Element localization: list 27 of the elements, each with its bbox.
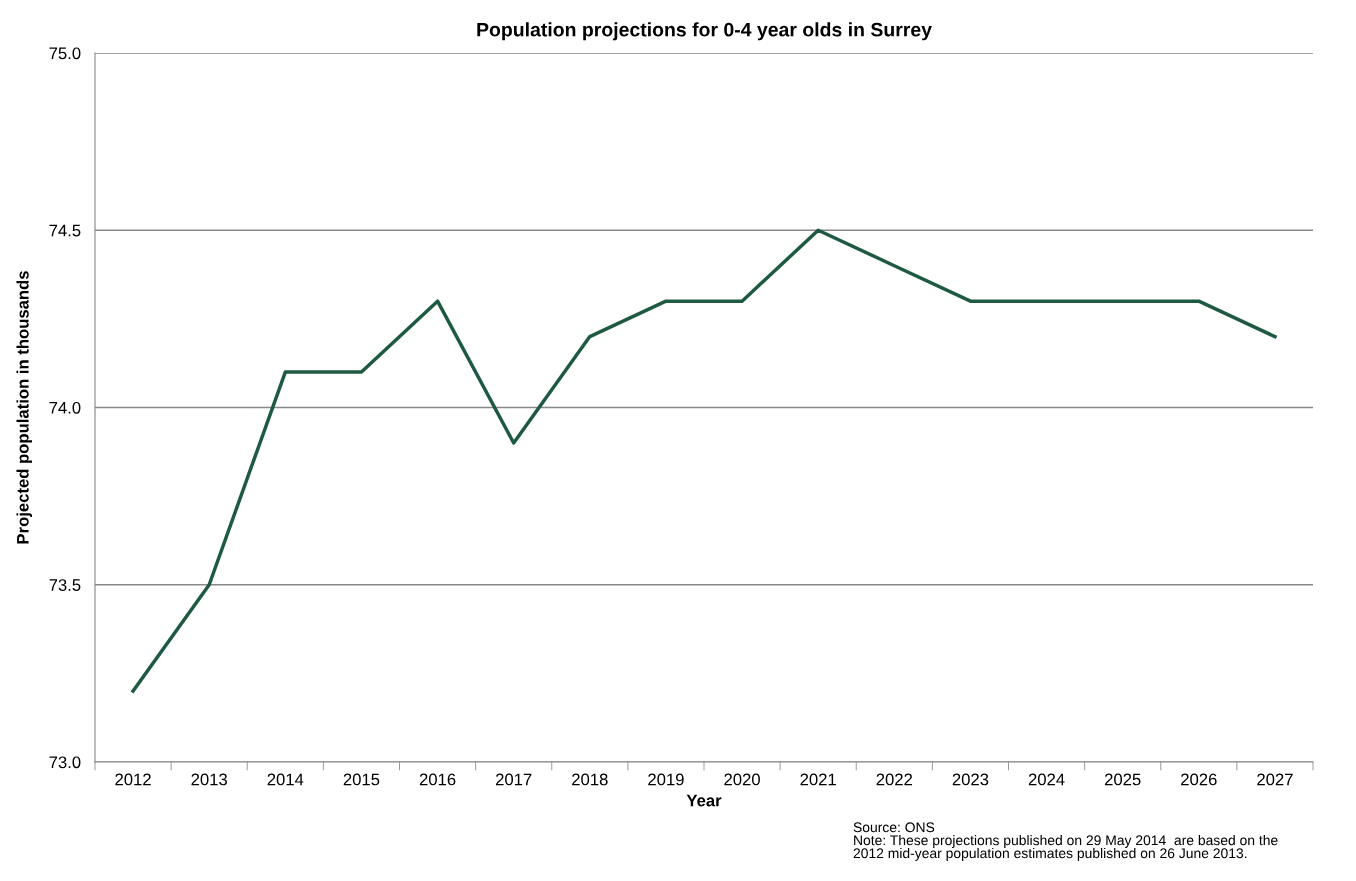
- x-tick-label: 2013: [191, 773, 227, 786]
- source-note: Source: ONS: [853, 822, 935, 833]
- x-tick-label: 2021: [800, 773, 836, 786]
- y-tick-label: 74.5: [49, 224, 81, 237]
- y-tick-label: 75.0: [49, 47, 81, 60]
- x-axis-title: Year: [686, 794, 722, 807]
- x-tick-label: 2017: [495, 773, 532, 786]
- x-tick-label: 2022: [876, 773, 913, 786]
- y-tick-label: 74.0: [49, 401, 81, 414]
- x-tick-label: 2027: [1257, 773, 1293, 786]
- y-axis-title: Projected population in thousands: [16, 271, 33, 544]
- x-tick-label: 2023: [952, 773, 989, 786]
- x-tick-label: 2020: [724, 773, 760, 786]
- chart-title: Population projections for 0-4 year olds in Surrey: [477, 22, 932, 41]
- x-tick-label: 2012: [115, 773, 151, 786]
- line-series: [131, 228, 1277, 693]
- x-tick-label: 2024: [1028, 773, 1065, 786]
- text: Note: These projections published on 29 May 2014 are based on the 2012 mid-year population estimates published on 26 June 2013.: [853, 835, 1278, 861]
- y-tick-label: 73.5: [49, 579, 81, 591]
- x-tick-label: 2018: [572, 773, 608, 786]
- x-tick-label: 2019: [648, 773, 684, 786]
- x-tick-label: 2026: [1181, 773, 1217, 786]
- y-tick-label: 73.0: [49, 756, 81, 769]
- x-tick-label: 2016: [419, 773, 456, 786]
- x-tick-label: 2015: [343, 773, 380, 786]
- x-tick-label: 2025: [1104, 773, 1141, 786]
- x-tick-label: 2014: [267, 773, 304, 786]
